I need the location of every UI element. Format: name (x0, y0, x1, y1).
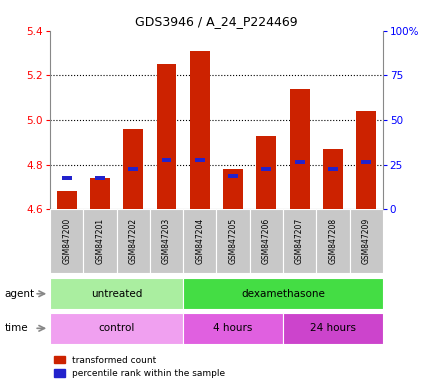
Bar (316, 209, 349, 273)
Text: GSM847208: GSM847208 (328, 218, 337, 264)
Text: 4 hours: 4 hours (213, 323, 252, 333)
Bar (194, 158, 204, 162)
Bar (216, 209, 249, 273)
Bar (183, 278, 382, 309)
Bar (294, 161, 304, 164)
Text: agent: agent (4, 289, 34, 299)
Bar (283, 313, 382, 344)
Bar (83, 209, 116, 273)
Bar (289, 89, 309, 209)
Text: control: control (98, 323, 135, 333)
Title: GDS3946 / A_24_P224469: GDS3946 / A_24_P224469 (135, 15, 297, 28)
Bar (249, 209, 283, 273)
Bar (161, 158, 171, 162)
Bar (283, 209, 316, 273)
Bar (360, 161, 370, 164)
Bar (149, 209, 183, 273)
Bar (50, 278, 183, 309)
Bar (349, 209, 382, 273)
Bar (95, 176, 105, 180)
Text: dexamethasone: dexamethasone (240, 289, 324, 299)
Bar (189, 51, 209, 209)
Bar (223, 169, 243, 209)
Text: time: time (4, 323, 28, 333)
Bar (261, 167, 271, 171)
Text: GSM847203: GSM847203 (161, 218, 171, 264)
Text: untreated: untreated (91, 289, 142, 299)
Text: GSM847205: GSM847205 (228, 218, 237, 264)
Bar (123, 129, 143, 209)
Legend: transformed count, percentile rank within the sample: transformed count, percentile rank withi… (50, 352, 228, 382)
Bar (90, 178, 110, 209)
Text: GSM847201: GSM847201 (95, 218, 104, 264)
Bar (256, 136, 276, 209)
Bar (327, 167, 337, 171)
Text: 24 hours: 24 hours (309, 323, 355, 333)
Bar (50, 209, 83, 273)
Bar (183, 313, 283, 344)
Bar (227, 174, 237, 178)
Text: GSM847207: GSM847207 (294, 218, 303, 264)
Text: GSM847209: GSM847209 (361, 218, 370, 264)
Text: GSM847202: GSM847202 (128, 218, 138, 264)
Text: GSM847206: GSM847206 (261, 218, 270, 264)
Bar (156, 64, 176, 209)
Bar (50, 313, 183, 344)
Bar (183, 209, 216, 273)
Bar (355, 111, 375, 209)
Bar (56, 191, 76, 209)
Bar (116, 209, 149, 273)
Text: GSM847204: GSM847204 (195, 218, 204, 264)
Text: GSM847200: GSM847200 (62, 218, 71, 264)
Bar (322, 149, 342, 209)
Bar (62, 176, 72, 180)
Bar (128, 167, 138, 171)
